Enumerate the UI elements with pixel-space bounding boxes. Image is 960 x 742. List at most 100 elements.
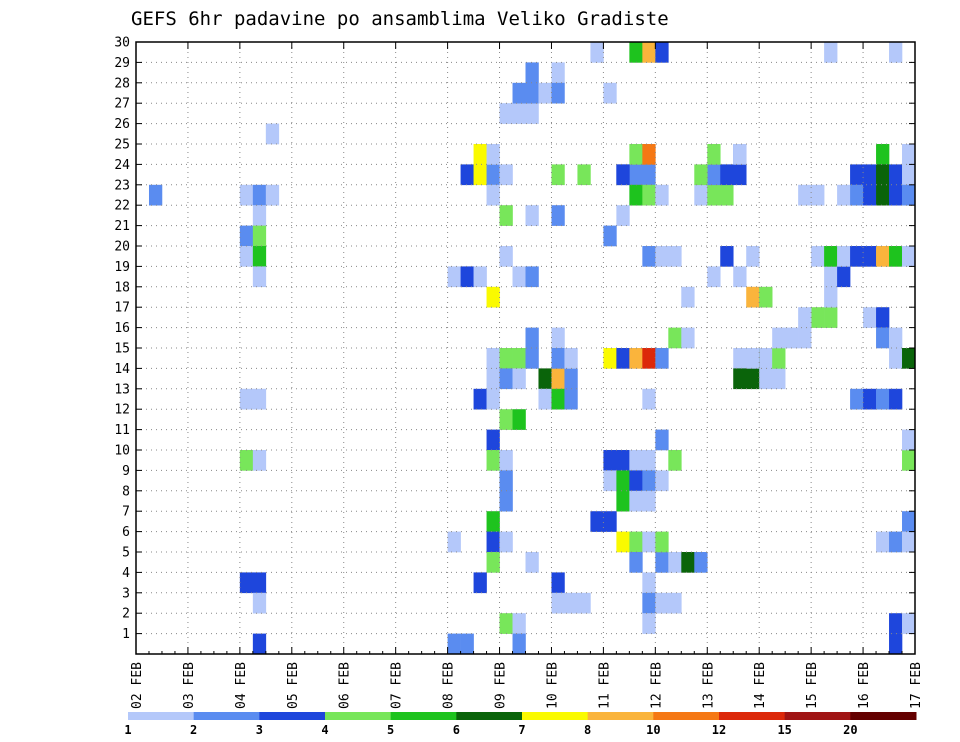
- precip-cell: [239, 246, 254, 267]
- precip-cell: [733, 144, 747, 165]
- precip-cell: [473, 266, 487, 288]
- precip-cell: [642, 246, 656, 267]
- precip-cell: [473, 164, 487, 186]
- precip-cell: [811, 307, 825, 328]
- precip-cell: [252, 572, 267, 594]
- precip-cell: [863, 307, 877, 328]
- y-tick-label: 19: [114, 260, 130, 275]
- precip-cell: [902, 531, 916, 553]
- precip-cell: [850, 388, 864, 410]
- precip-cell: [902, 511, 916, 532]
- precip-cell: [720, 246, 734, 267]
- precip-cell: [733, 348, 747, 369]
- legend-label: 5: [387, 723, 394, 737]
- precip-cell: [538, 82, 552, 104]
- x-tick-label: 09 FEB: [494, 662, 509, 709]
- precip-cell: [707, 266, 721, 288]
- precip-cell: [239, 572, 254, 594]
- precip-cell: [642, 348, 656, 369]
- precip-cell: [252, 225, 267, 247]
- precip-cell: [798, 184, 812, 206]
- legend-label: 7: [518, 723, 525, 737]
- legend-swatch: [193, 712, 260, 720]
- legend-swatch: [850, 712, 917, 720]
- precip-cell: [746, 368, 760, 390]
- precip-cell: [655, 531, 669, 553]
- precip-cell: [616, 531, 630, 553]
- precip-cell: [629, 42, 643, 63]
- precip-cell: [538, 388, 552, 410]
- precip-cell: [525, 82, 539, 104]
- precip-cell: [642, 592, 656, 614]
- precip-cell: [733, 368, 747, 390]
- precip-cell: [655, 246, 669, 267]
- precip-cell: [551, 205, 565, 226]
- legend-swatch: [784, 712, 851, 720]
- precip-cell: [486, 368, 500, 390]
- legend-label: 1: [124, 723, 131, 737]
- precip-cell: [642, 450, 656, 471]
- precip-cell: [603, 225, 617, 247]
- precip-cell: [252, 388, 267, 410]
- precip-cell: [733, 266, 747, 288]
- precip-cell: [889, 348, 903, 369]
- precip-cell: [759, 286, 773, 308]
- precip-cell: [889, 164, 903, 186]
- y-tick-label: 18: [114, 280, 130, 295]
- precip-cell: [486, 164, 500, 186]
- precip-cell: [603, 450, 617, 471]
- y-tick-label: 11: [114, 423, 130, 438]
- x-tick-label: 15 FEB: [805, 662, 820, 709]
- precip-cell: [629, 470, 643, 492]
- y-tick-label: 30: [114, 36, 130, 51]
- legend-label: 2: [190, 723, 197, 737]
- precip-cell: [642, 144, 656, 165]
- legend-label: 12: [712, 723, 726, 737]
- precip-cell: [707, 144, 721, 165]
- precip-cell: [876, 307, 890, 328]
- precip-cell: [512, 348, 526, 369]
- precip-cell: [148, 184, 163, 206]
- precip-cell: [655, 42, 669, 63]
- precip-cell: [499, 164, 513, 186]
- precip-cell: [811, 246, 825, 267]
- precip-cell: [811, 184, 825, 206]
- precip-cell: [616, 470, 630, 492]
- x-tick-label: 13 FEB: [701, 662, 716, 709]
- precip-cell: [577, 164, 591, 186]
- precip-cell: [863, 184, 877, 206]
- precip-cell: [551, 348, 565, 369]
- precip-cell: [512, 368, 526, 390]
- legend-swatch: [653, 712, 720, 720]
- precip-cell: [499, 205, 513, 226]
- precip-cell: [551, 368, 565, 390]
- precip-cell: [902, 450, 916, 471]
- precip-cell: [486, 429, 500, 451]
- y-tick-label: 2: [122, 607, 130, 622]
- y-tick-label: 25: [114, 138, 130, 153]
- precip-cell: [824, 286, 838, 308]
- precip-cell: [772, 348, 786, 369]
- precip-cell: [772, 368, 786, 390]
- precip-cell: [642, 613, 656, 634]
- precip-cell: [252, 205, 267, 226]
- y-tick-label: 12: [114, 403, 130, 418]
- y-tick-label: 5: [122, 546, 130, 561]
- legend-swatch: [719, 712, 786, 720]
- precip-cell: [707, 184, 721, 206]
- precip-cell: [486, 144, 500, 165]
- precip-cell: [603, 511, 617, 532]
- x-tick-label: 07 FEB: [390, 662, 405, 709]
- legend-swatch: [522, 712, 589, 720]
- precip-cell: [629, 164, 643, 186]
- y-tick-label: 15: [114, 342, 130, 357]
- precip-cell: [473, 572, 487, 594]
- x-tick-label: 10 FEB: [545, 662, 560, 709]
- x-axis-ticks: 02 FEB 03 FEB 04 FEB 05 FEB 06 FEB 07 FEB 08 F…: [130, 42, 924, 709]
- precip-cell: [694, 184, 708, 206]
- precip-cell: [525, 327, 539, 349]
- precip-cell: [499, 490, 513, 512]
- precip-cell: [577, 592, 591, 614]
- precip-cell: [499, 409, 513, 430]
- chart-title: GEFS 6hr padavine po ansamblima Veliko G…: [131, 8, 669, 30]
